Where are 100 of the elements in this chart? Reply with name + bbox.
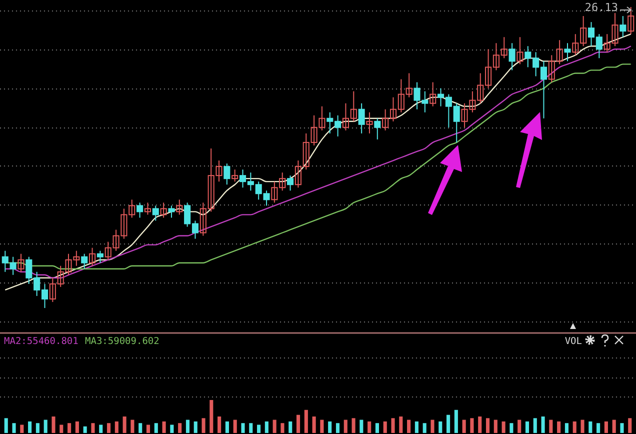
bar (486, 418, 490, 433)
bar (75, 421, 79, 433)
bar (391, 418, 395, 433)
bar (541, 416, 545, 433)
bar (352, 418, 356, 433)
bar (257, 424, 261, 433)
bar (249, 423, 253, 433)
bar (36, 423, 40, 433)
bar (194, 421, 198, 433)
bar (438, 421, 442, 433)
bar (407, 420, 411, 433)
bar (564, 423, 568, 433)
candlestick (160, 202, 167, 218)
candlestick (81, 253, 88, 270)
bar (241, 423, 245, 433)
bar (533, 418, 537, 433)
bar (414, 421, 418, 433)
bar (12, 423, 16, 433)
bar (572, 421, 576, 433)
bar (20, 424, 24, 433)
candlestick (358, 102, 365, 134)
bar (549, 420, 553, 433)
bar (510, 423, 514, 433)
bar (83, 426, 87, 433)
bar (360, 420, 364, 433)
bar (178, 423, 182, 433)
bar (446, 414, 450, 433)
bar (320, 420, 324, 433)
bar (225, 421, 229, 433)
bar (304, 410, 308, 433)
candlestick (508, 42, 516, 71)
bar (130, 420, 134, 433)
bar (60, 424, 64, 433)
bar (478, 416, 482, 433)
candlestick (152, 205, 159, 222)
bar (91, 423, 95, 433)
candlestick (374, 118, 381, 140)
candlestick (564, 42, 571, 62)
bar (557, 421, 561, 433)
candlestick (96, 250, 104, 264)
text: VOL (564, 336, 582, 347)
bar (422, 423, 426, 433)
bar (368, 421, 372, 433)
bar (106, 423, 111, 433)
bar (470, 418, 474, 433)
bar (604, 421, 608, 433)
candlestick (89, 247, 96, 266)
bar (494, 420, 498, 433)
bar (52, 416, 56, 433)
bar (344, 420, 348, 433)
bar (580, 420, 584, 433)
bar (375, 423, 379, 433)
candlestick (168, 205, 175, 218)
bar (154, 423, 158, 433)
bar (502, 421, 506, 433)
bar (336, 423, 340, 433)
bar (28, 421, 32, 433)
bar (170, 424, 174, 433)
bar (122, 416, 126, 433)
bar (218, 416, 222, 433)
bar (114, 421, 118, 433)
bar (233, 420, 237, 433)
bar (518, 420, 522, 433)
bar (68, 423, 72, 433)
bar (138, 423, 142, 433)
bar (99, 424, 103, 433)
candlestick (516, 36, 524, 65)
candlestick (144, 202, 151, 216)
bar (210, 400, 214, 433)
annotation: 26.13 (584, 1, 618, 14)
bar (399, 416, 403, 433)
candlestick (136, 202, 144, 218)
candlestick (176, 199, 183, 216)
bar (383, 421, 387, 433)
bar (264, 421, 268, 433)
bar (596, 423, 600, 433)
bar (628, 418, 632, 433)
bar (454, 410, 458, 433)
bar (296, 414, 300, 433)
bar (272, 420, 276, 433)
bar (462, 420, 466, 433)
bar (280, 423, 284, 433)
candlestick (430, 82, 436, 107)
bar (620, 423, 624, 433)
bar (202, 418, 206, 433)
candlestick (287, 175, 294, 192)
bar (612, 420, 616, 433)
bar (430, 420, 434, 433)
bar (44, 420, 48, 433)
bar (525, 421, 530, 433)
bar (186, 420, 190, 433)
candlestick (18, 253, 24, 272)
text: MA3:59009.602 (85, 336, 160, 347)
candlestick (224, 163, 230, 186)
bar (328, 421, 332, 433)
candlestick (620, 16, 626, 38)
candlestick (232, 169, 238, 182)
bar (588, 421, 592, 433)
candlestick (628, 6, 634, 35)
bar (162, 421, 166, 433)
